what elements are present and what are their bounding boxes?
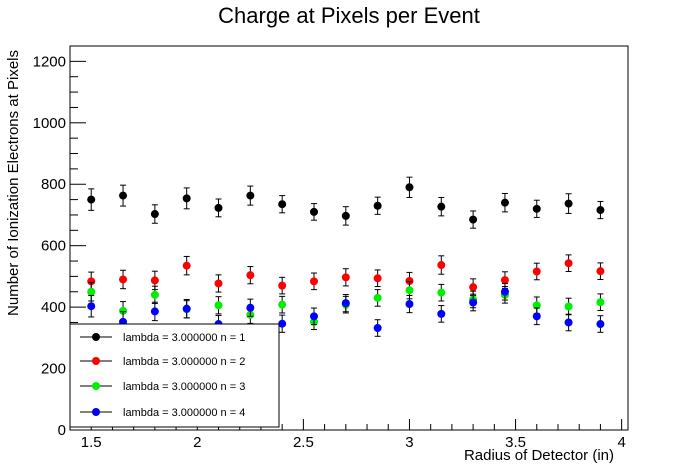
data-point <box>246 191 255 200</box>
data-point <box>119 275 128 284</box>
y-axis-title: Number of Ionization Electrons at Pixels <box>5 50 22 316</box>
series-2 <box>87 254 605 296</box>
legend-label: lambda = 3.000000 n = 2 <box>123 356 245 368</box>
y-tick-label: 0 <box>58 422 66 439</box>
data-point <box>564 199 573 208</box>
data-point <box>246 271 255 280</box>
x-tick-label: 3.5 <box>505 434 526 451</box>
data-point <box>341 273 350 282</box>
data-point <box>246 303 255 312</box>
data-point <box>405 300 414 309</box>
data-point <box>309 312 318 321</box>
data-point <box>182 304 191 313</box>
data-point <box>87 195 96 204</box>
data-point <box>500 198 509 207</box>
chart-title: Charge at Pixels per Event <box>218 3 480 28</box>
data-point <box>278 319 287 328</box>
data-point <box>341 211 350 220</box>
data-point <box>564 318 573 327</box>
data-point <box>469 283 478 292</box>
data-point <box>532 204 541 213</box>
data-point <box>532 267 541 276</box>
axis-ticks: 1.5 2 2.5 3 3.5 4 0 200 400 600 800 1000 1200 <box>33 45 626 451</box>
data-point <box>87 302 96 311</box>
data-point <box>437 288 446 297</box>
data-point <box>214 279 223 288</box>
data-point <box>437 261 446 270</box>
data-point <box>596 298 605 307</box>
plot-frame <box>69 45 629 431</box>
data-point <box>278 300 287 309</box>
data-point <box>278 200 287 209</box>
data-point <box>373 201 382 210</box>
legend-entries: lambda = 3.000000 n = 1 lambda = 3.000000… <box>80 332 245 419</box>
data-point <box>341 299 350 308</box>
x-tick-label: 4 <box>617 434 625 451</box>
data-point <box>469 215 478 224</box>
data-point <box>214 301 223 310</box>
data-point <box>437 309 446 318</box>
x-tick-label: 2.5 <box>293 434 314 451</box>
legend-label: lambda = 3.000000 n = 1 <box>123 332 245 344</box>
data-point <box>532 312 541 321</box>
x-axis-title: Radius of Detector (in) <box>464 447 614 464</box>
y-tick-label: 200 <box>41 361 66 378</box>
data-point <box>532 301 541 310</box>
data-point <box>564 302 573 311</box>
data-point <box>469 298 478 307</box>
data-point <box>405 277 414 286</box>
data-point <box>309 207 318 216</box>
data-point <box>405 286 414 295</box>
x-tick-label: 2 <box>193 434 201 451</box>
data-point <box>150 276 159 285</box>
data-point <box>437 202 446 211</box>
data-point <box>150 210 159 219</box>
data-point <box>182 194 191 203</box>
legend-marker <box>92 382 100 390</box>
legend-marker <box>92 408 100 416</box>
data-point <box>596 320 605 329</box>
data-point <box>150 290 159 299</box>
data-point <box>119 191 128 200</box>
data-point <box>309 277 318 286</box>
data-point <box>182 261 191 270</box>
data-point <box>564 259 573 268</box>
data-point <box>278 281 287 290</box>
data-point <box>596 267 605 276</box>
data-point <box>373 293 382 302</box>
x-tick-label: 1.5 <box>81 434 102 451</box>
data-point <box>214 203 223 212</box>
legend-marker <box>92 357 100 365</box>
data-point <box>87 287 96 296</box>
series-1 <box>87 176 605 229</box>
legend-marker <box>92 333 100 341</box>
series-4 <box>87 282 605 337</box>
data-point <box>87 277 96 286</box>
data-point <box>150 307 159 316</box>
data-point <box>405 183 414 192</box>
legend-label: lambda = 3.000000 n = 3 <box>123 381 245 393</box>
legend: lambda = 3.000000 n = 1 lambda = 3.000000… <box>69 323 280 428</box>
legend-box <box>69 323 280 428</box>
data-point <box>500 276 509 285</box>
data-point <box>596 206 605 215</box>
data-marks <box>87 176 605 337</box>
x-tick-label: 3 <box>405 434 413 451</box>
data-point <box>119 306 128 315</box>
legend-label: lambda = 3.000000 n = 4 <box>123 407 245 419</box>
data-point <box>500 287 509 296</box>
y-tick-label: 1000 <box>33 115 66 132</box>
y-tick-label: 400 <box>41 299 66 316</box>
y-tick-label: 1200 <box>33 53 66 70</box>
y-tick-label: 800 <box>41 176 66 193</box>
data-point <box>373 274 382 283</box>
data-point <box>373 324 382 333</box>
y-tick-label: 600 <box>41 238 66 255</box>
